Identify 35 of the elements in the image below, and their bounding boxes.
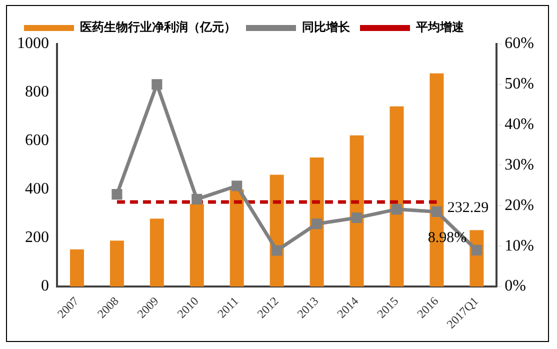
y2-tick-label: 60% xyxy=(504,35,534,52)
y-tick-label: 600 xyxy=(25,132,49,150)
bar xyxy=(110,240,124,286)
point xyxy=(312,218,322,230)
y2-tick-label: 20% xyxy=(504,196,534,214)
y-tick-label: 200 xyxy=(25,229,49,246)
bar xyxy=(190,204,204,286)
y2-tick-label: 0% xyxy=(504,278,526,295)
bar xyxy=(390,106,404,286)
bar xyxy=(150,218,164,286)
bar xyxy=(70,249,84,286)
y-tick-label: 400 xyxy=(25,180,49,198)
point xyxy=(431,206,442,217)
y-tick-label: 1000 xyxy=(17,35,49,52)
point xyxy=(232,180,242,192)
point xyxy=(351,212,362,224)
y-tick-label: 800 xyxy=(25,84,49,101)
point xyxy=(272,245,282,256)
y2-tick-label: 30% xyxy=(504,156,534,174)
data-label: 232.29 xyxy=(447,200,489,216)
bar xyxy=(350,135,364,286)
bar xyxy=(230,189,244,286)
y2-tick-label: 40% xyxy=(504,116,534,134)
legend-label: 平均增速 xyxy=(415,20,465,34)
point xyxy=(112,189,122,200)
legend-label: 医药生物行业净利润（亿元） xyxy=(80,20,236,34)
y-tick-label: 0 xyxy=(41,278,49,295)
point xyxy=(192,194,202,204)
y2-tick-label: 50% xyxy=(504,76,534,93)
bar xyxy=(310,157,324,286)
legend-label: 同比增长 xyxy=(302,20,351,34)
y2-tick-label: 10% xyxy=(504,237,534,254)
point xyxy=(471,244,482,256)
point xyxy=(152,79,162,90)
point xyxy=(391,204,402,215)
